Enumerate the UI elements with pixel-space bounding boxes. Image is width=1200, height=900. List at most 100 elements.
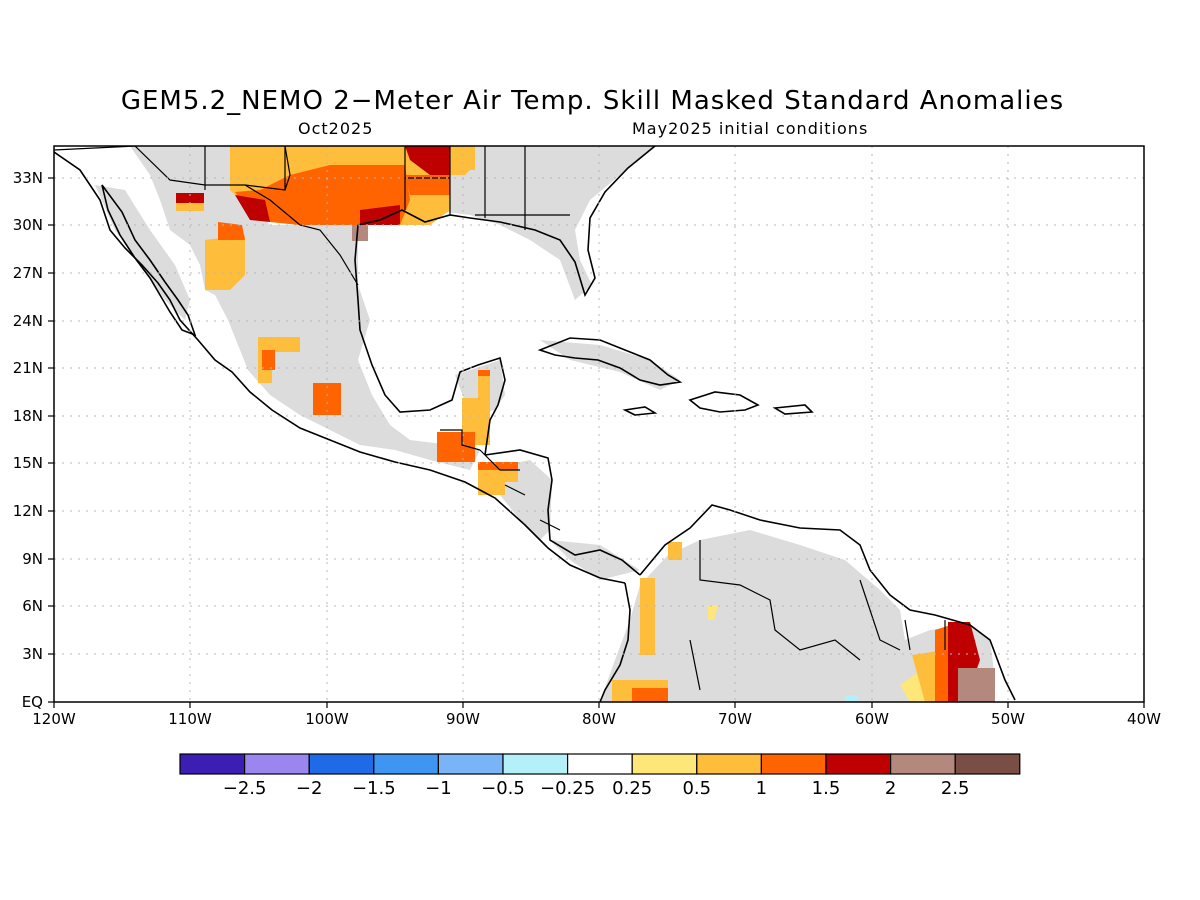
- anomaly-sonora-0.5: [176, 203, 204, 211]
- chart-title: GEM5.2_NEMO 2−Meter Air Temp. Skill Mask…: [120, 86, 1065, 116]
- colorbar-swatch: [825, 753, 892, 775]
- border-south-america: [689, 540, 946, 691]
- coast-north-america-west: [54, 151, 626, 584]
- anomaly-honduras-0.5: [478, 470, 518, 495]
- colorbar-swatch: [373, 753, 439, 775]
- lat-label: 33N: [13, 169, 43, 187]
- anomaly-texas-1.5: [235, 195, 270, 222]
- lon-label: 90W: [446, 710, 480, 728]
- lat-label: 6N: [22, 597, 43, 615]
- grid-layer: [54, 146, 1144, 702]
- border-layer: [54, 146, 946, 691]
- colorbar-label: −1.5: [352, 778, 396, 799]
- lon-label: 110W: [168, 710, 212, 728]
- coast-gulf-north: [357, 146, 656, 297]
- anomaly-colombia-0.25: [708, 605, 718, 620]
- anomaly-venezuela-0.5: [668, 542, 682, 560]
- border-rio-grande: [244, 184, 359, 286]
- colorbar-label: 1.5: [812, 778, 841, 799]
- lat-label: 21N: [13, 359, 43, 377]
- anomaly-colombia-0.5: [640, 578, 655, 655]
- mask-south-america: [600, 530, 995, 702]
- colorbar-swatch: [760, 753, 827, 775]
- coast-gulf-of-mexico: [354, 224, 506, 456]
- anomaly-yucatan-1: [478, 370, 490, 376]
- coast-hispaniola: [688, 391, 760, 413]
- anomaly-brazil-2: [958, 668, 995, 702]
- anomaly-amazon-negative: [845, 695, 858, 702]
- anomaly-cell-2: [352, 225, 368, 241]
- colorbar-label: −0.5: [481, 778, 525, 799]
- lat-label: 27N: [13, 264, 43, 282]
- lon-label: 70W: [718, 710, 752, 728]
- anomaly-north-1.5: [405, 146, 455, 175]
- anomaly-shading-layer: [176, 146, 995, 702]
- valid-month-label: Oct2025: [298, 119, 374, 138]
- colorbar-label: −1: [425, 778, 452, 799]
- coastline-layer: [54, 146, 1016, 702]
- colorbar-swatch: [437, 753, 504, 775]
- anomaly-sonora-1.5: [176, 193, 204, 203]
- latitude-labels: 33N 30N 27N 24N 21N 18N 15N 12N 9N 6N 3N…: [13, 169, 43, 711]
- colorbar-swatch: [308, 753, 375, 775]
- mask-mexico: [130, 146, 480, 470]
- border-central-america: [440, 429, 561, 531]
- initial-conditions-label: May2025 initial conditions: [632, 119, 869, 138]
- lon-label: 80W: [582, 710, 616, 728]
- colorbar-label: −0.25: [540, 778, 595, 799]
- longitude-labels: 120W 110W 100W 90W 80W 70W 60W 50W 40W: [32, 710, 1161, 728]
- anomaly-sinaloa-1: [262, 350, 275, 370]
- colorbar-label: 2.5: [941, 778, 970, 799]
- anomaly-chihuahua-1: [218, 222, 245, 240]
- lon-label: 40W: [1127, 710, 1161, 728]
- colorbar-label: 0.25: [612, 778, 652, 799]
- mask-panama: [550, 540, 640, 580]
- anomaly-guatemala-1: [437, 432, 475, 462]
- colorbar-label: −2: [296, 778, 323, 799]
- colorbar-swatch: [179, 753, 246, 775]
- colorbar-swatch: [631, 753, 698, 775]
- lat-label: 12N: [13, 502, 43, 520]
- mask-us-southeast: [405, 146, 655, 300]
- anomaly-sinaloa-0.5: [258, 337, 300, 383]
- colorbar-swatch: [889, 753, 956, 775]
- lat-label: 3N: [22, 645, 43, 663]
- coast-cuba: [537, 337, 683, 386]
- lon-label: 120W: [32, 710, 76, 728]
- coast-south-america-north: [639, 504, 1016, 701]
- anomaly-yucatan-0.5: [478, 370, 490, 398]
- anomaly-arkansas-0.5: [450, 146, 475, 175]
- lon-label: 50W: [991, 710, 1025, 728]
- anomaly-ecuador-1: [632, 688, 668, 702]
- coast-jamaica: [622, 406, 658, 416]
- coast-south-america-west: [599, 582, 631, 702]
- colorbar-label: 2: [885, 778, 896, 799]
- colorbar-label: 0.5: [682, 778, 711, 799]
- colorbar-swatch: [954, 753, 1021, 775]
- colorbar-swatch: [566, 753, 633, 775]
- lat-label: 15N: [13, 454, 43, 472]
- lat-label: EQ: [22, 693, 43, 711]
- colorbar-swatch: [696, 753, 762, 775]
- anomaly-north-1: [405, 175, 450, 195]
- colorbar-label: 1: [756, 778, 767, 799]
- lat-label: 9N: [22, 550, 43, 568]
- colorbar-swatch: [244, 753, 310, 775]
- lat-label: 30N: [13, 216, 43, 234]
- colorbar-label: −2.5: [223, 778, 267, 799]
- skill-mask-layer: [95, 146, 995, 702]
- map-plot-area: [54, 146, 1144, 702]
- lat-label: 18N: [13, 407, 43, 425]
- lon-label: 100W: [305, 710, 349, 728]
- border-us-states: [204, 146, 570, 230]
- coast-puerto-rico: [772, 404, 814, 415]
- mask-baja: [95, 185, 190, 320]
- lon-label: 60W: [855, 710, 889, 728]
- anomaly-central-mexico-1: [313, 383, 341, 415]
- lat-label: 24N: [13, 312, 43, 330]
- anomaly-chihuahua-0.5: [205, 235, 245, 290]
- coast-baja: [101, 184, 197, 337]
- colorbar: −2.5 −2 −1.5 −1 −0.5 −0.25 0.25 0.5 1 1.5 2 2.5: [179, 753, 1021, 799]
- anomaly-texas-east-1.5: [360, 205, 400, 225]
